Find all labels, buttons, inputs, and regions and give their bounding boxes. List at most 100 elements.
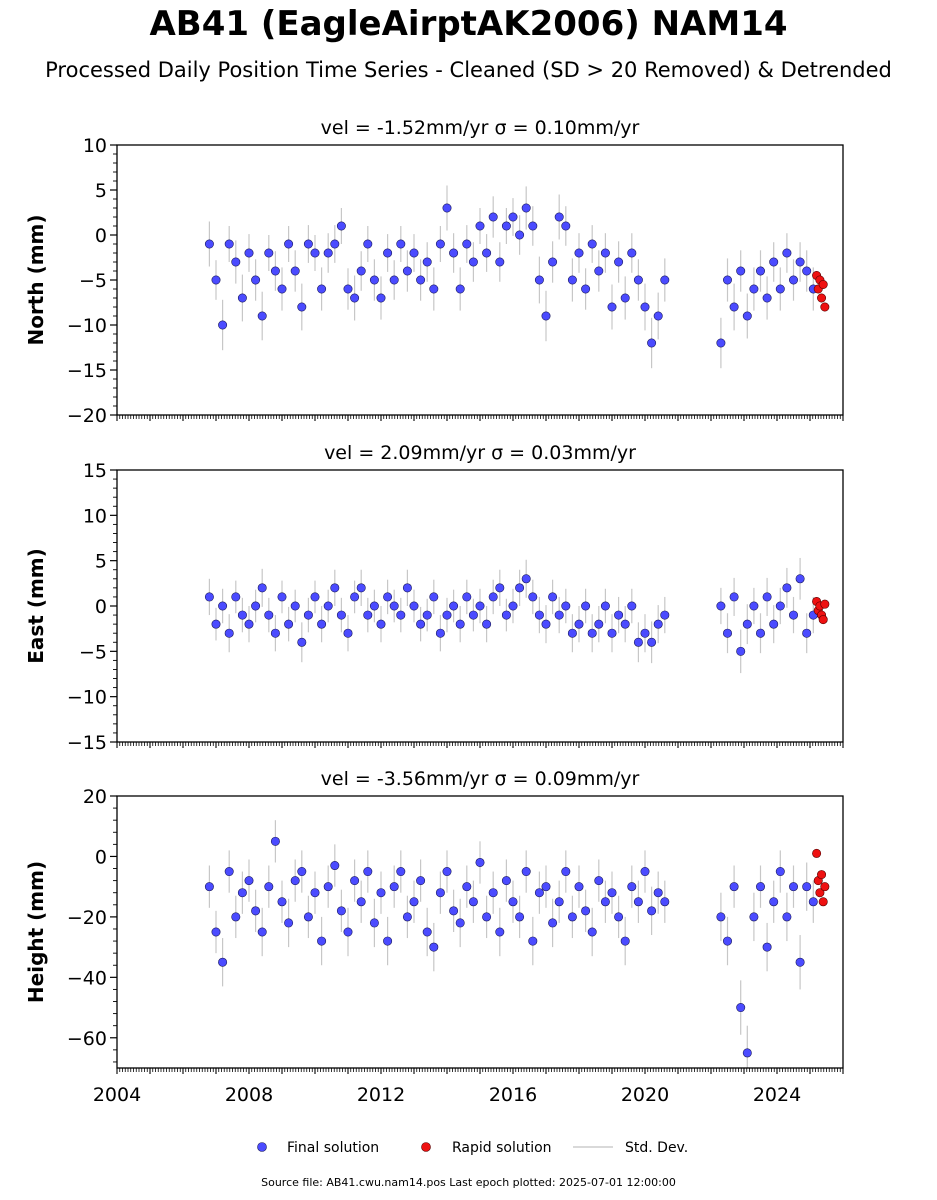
north-final-point: [788, 275, 798, 285]
north-rapid-point: [820, 302, 830, 312]
north-final-point: [343, 284, 353, 294]
north-final-point: [251, 275, 261, 285]
east-final-point: [627, 601, 637, 611]
east-y-axis-label: East (mm): [24, 548, 48, 664]
north-final-point: [501, 221, 511, 231]
north-final-point: [218, 320, 228, 330]
east-final-point: [501, 610, 511, 620]
east-final-point: [204, 592, 214, 602]
east-y-tick-label: 5: [95, 551, 107, 573]
east-final-point: [581, 601, 591, 611]
east-final-point: [508, 601, 518, 611]
north-final-point: [303, 239, 313, 249]
east-final-point: [495, 583, 505, 593]
east-final-point: [802, 628, 812, 638]
east-final-point: [574, 619, 584, 629]
north-final-point: [297, 302, 307, 312]
east-final-point: [317, 619, 327, 629]
height-final-point: [416, 876, 426, 886]
north-final-point: [729, 302, 739, 312]
height-final-point: [769, 897, 779, 907]
height-rapid-point: [812, 848, 822, 858]
height-final-point: [495, 927, 505, 937]
north-y-tick-label: 10: [83, 135, 107, 157]
east-final-point: [742, 619, 752, 629]
height-final-point: [317, 936, 327, 946]
height-x-tick-label: 2008: [225, 1084, 273, 1106]
east-final-point: [488, 592, 498, 602]
north-final-point: [581, 284, 591, 294]
north-final-point: [775, 284, 785, 294]
east-final-point: [356, 583, 366, 593]
east-final-point: [244, 619, 254, 629]
east-final-point: [376, 619, 386, 629]
north-final-point: [389, 275, 399, 285]
north-y-tick-label: 0: [95, 225, 107, 247]
height-panel: vel = -3.56mm/yr σ = 0.09mm/yr Height (m…: [24, 768, 844, 1106]
north-final-point: [561, 221, 571, 231]
north-final-point: [782, 248, 792, 258]
height-final-point: [501, 876, 511, 886]
north-final-point: [204, 239, 214, 249]
east-final-point: [554, 610, 564, 620]
north-final-point: [795, 257, 805, 267]
height-final-point: [257, 927, 267, 937]
north-final-point: [528, 221, 538, 231]
height-final-point: [468, 897, 478, 907]
east-final-point: [541, 619, 551, 629]
east-final-point: [607, 628, 617, 638]
east-final-point: [231, 592, 241, 602]
east-final-point: [795, 574, 805, 584]
height-final-point: [422, 927, 432, 937]
height-final-point: [204, 882, 214, 892]
north-rapid-point: [817, 293, 827, 303]
height-final-point: [277, 897, 287, 907]
height-final-point: [749, 912, 759, 922]
north-final-point: [350, 293, 360, 303]
height-final-point: [614, 912, 624, 922]
east-final-point: [218, 601, 228, 611]
east-final-point: [442, 610, 452, 620]
east-velocity-title: vel = 2.09mm/yr σ = 0.03mm/yr: [324, 442, 636, 464]
east-final-point: [515, 583, 525, 593]
height-final-point: [303, 912, 313, 922]
height-final-point: [336, 906, 346, 916]
east-final-point: [416, 619, 426, 629]
north-final-point: [587, 239, 597, 249]
height-plot-area: [204, 820, 830, 1068]
north-final-point: [620, 293, 630, 303]
north-final-point: [310, 248, 320, 258]
north-final-point: [627, 248, 637, 258]
height-x-tick-label: 2016: [489, 1084, 537, 1106]
north-y-axis-label: North (mm): [24, 214, 48, 345]
height-rapid-point: [815, 888, 825, 898]
north-final-point: [475, 221, 485, 231]
north-final-point: [363, 239, 373, 249]
east-final-point: [297, 637, 307, 647]
east-final-point: [482, 619, 492, 629]
height-final-point: [488, 888, 498, 898]
east-final-point: [323, 601, 333, 611]
height-rapid-point: [820, 882, 830, 892]
east-final-point: [600, 601, 610, 611]
east-final-point: [587, 628, 597, 638]
height-final-point: [376, 888, 386, 898]
height-rapid-point: [818, 897, 828, 907]
east-final-point: [310, 592, 320, 602]
legend-final-marker: [257, 1142, 267, 1152]
east-final-point: [409, 601, 419, 611]
height-final-point: [528, 936, 538, 946]
north-final-point: [317, 284, 327, 294]
height-final-point: [211, 927, 221, 937]
east-final-point: [633, 637, 643, 647]
east-final-point: [290, 601, 300, 611]
height-final-point: [653, 888, 663, 898]
east-final-point: [264, 610, 274, 620]
east-final-point: [614, 610, 624, 620]
height-final-point: [270, 836, 280, 846]
height-final-point: [435, 888, 445, 898]
height-final-point: [574, 882, 584, 892]
height-final-point: [449, 906, 459, 916]
east-final-point: [435, 628, 445, 638]
north-final-point: [257, 311, 267, 321]
